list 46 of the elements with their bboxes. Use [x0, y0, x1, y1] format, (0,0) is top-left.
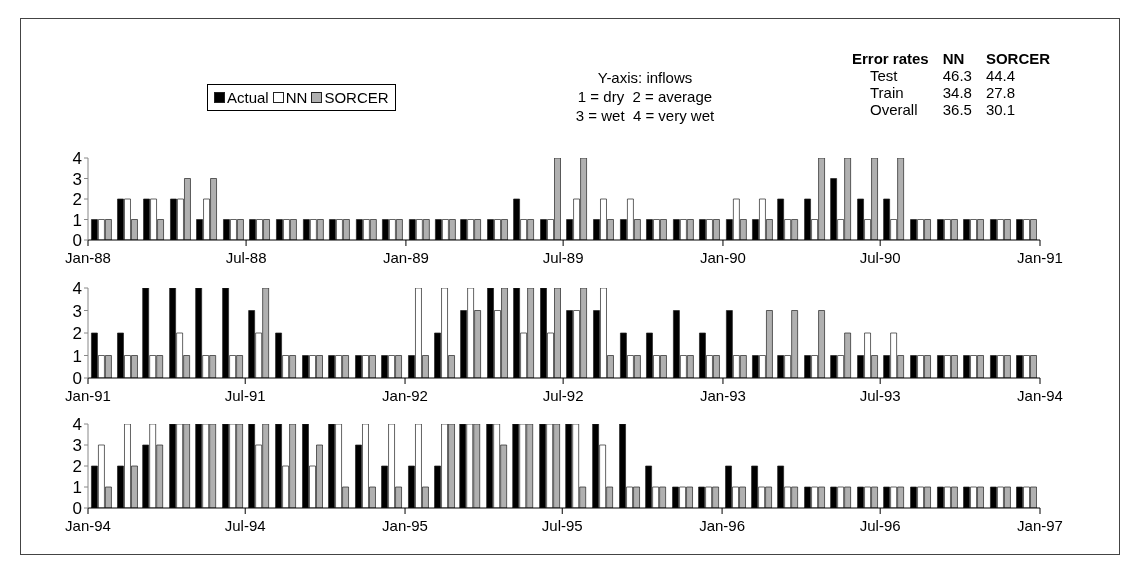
x-tick-label: Jan-94	[65, 516, 111, 534]
x-tick-label: Jul-92	[542, 386, 584, 404]
x-tick-label: Jul-94	[224, 516, 266, 534]
text: Error rates NN SORCER	[852, 50, 1051, 67]
y-tick-label: 3	[72, 436, 82, 456]
legend-label: NN	[285, 89, 308, 106]
legend-label: SORCER	[324, 89, 389, 106]
x-tick-label: Jan-88	[65, 248, 111, 266]
x-tick-label: Jan-91	[65, 386, 111, 404]
y-tick-label: 1	[72, 346, 82, 366]
text: Test 46.3 44.4	[870, 67, 1016, 84]
text: Y-axis: inflows	[596, 68, 694, 87]
y-tick-label: 1	[72, 478, 82, 498]
y-tick-label: 2	[72, 324, 82, 344]
x-tick-label: Jul-93	[859, 386, 901, 404]
text: 1 = dry 2 = average	[576, 87, 714, 106]
x-tick-label: Jul-88	[225, 248, 267, 266]
x-tick-label: Jul-91	[224, 386, 266, 404]
y-tick-label: 0	[72, 231, 82, 251]
legend-label: Actual	[227, 89, 269, 106]
x-tick-label: Jan-90	[700, 248, 746, 266]
x-tick-label: Jul-96	[859, 516, 901, 534]
y-tick-label: 0	[72, 499, 82, 519]
y-tick-label: 1	[72, 210, 82, 230]
x-tick-label: Jul-90	[859, 248, 901, 266]
text: Train 34.8 27.8	[870, 84, 1016, 101]
y-tick-label: 2	[72, 190, 82, 210]
x-tick-label: Jan-92	[382, 386, 428, 404]
y-tick-label: 2	[72, 457, 82, 477]
y-tick-label: 4	[72, 415, 82, 435]
y-tick-label: 3	[72, 301, 82, 321]
y-tick-label: 0	[72, 369, 82, 389]
y-tick-label: 4	[72, 149, 82, 169]
x-tick-label: Jan-94	[1017, 386, 1063, 404]
x-tick-label: Jan-89	[382, 248, 429, 266]
text: Overall 36.5 30.1	[870, 101, 1016, 118]
x-tick-label: Jul-89	[542, 248, 584, 266]
x-tick-label: Jan-96	[699, 516, 746, 534]
x-tick-label: Jan-93	[700, 386, 746, 404]
x-tick-label: Jan-91	[1017, 248, 1063, 266]
x-tick-label: Jan-95	[382, 516, 428, 534]
y-tick-label: 4	[72, 279, 82, 299]
x-tick-label: Jul-95	[541, 516, 583, 534]
text: 3 = wet 4 = very wet	[574, 106, 716, 125]
y-tick-label: 3	[72, 169, 82, 189]
x-tick-label: Jan-97	[1017, 516, 1063, 534]
